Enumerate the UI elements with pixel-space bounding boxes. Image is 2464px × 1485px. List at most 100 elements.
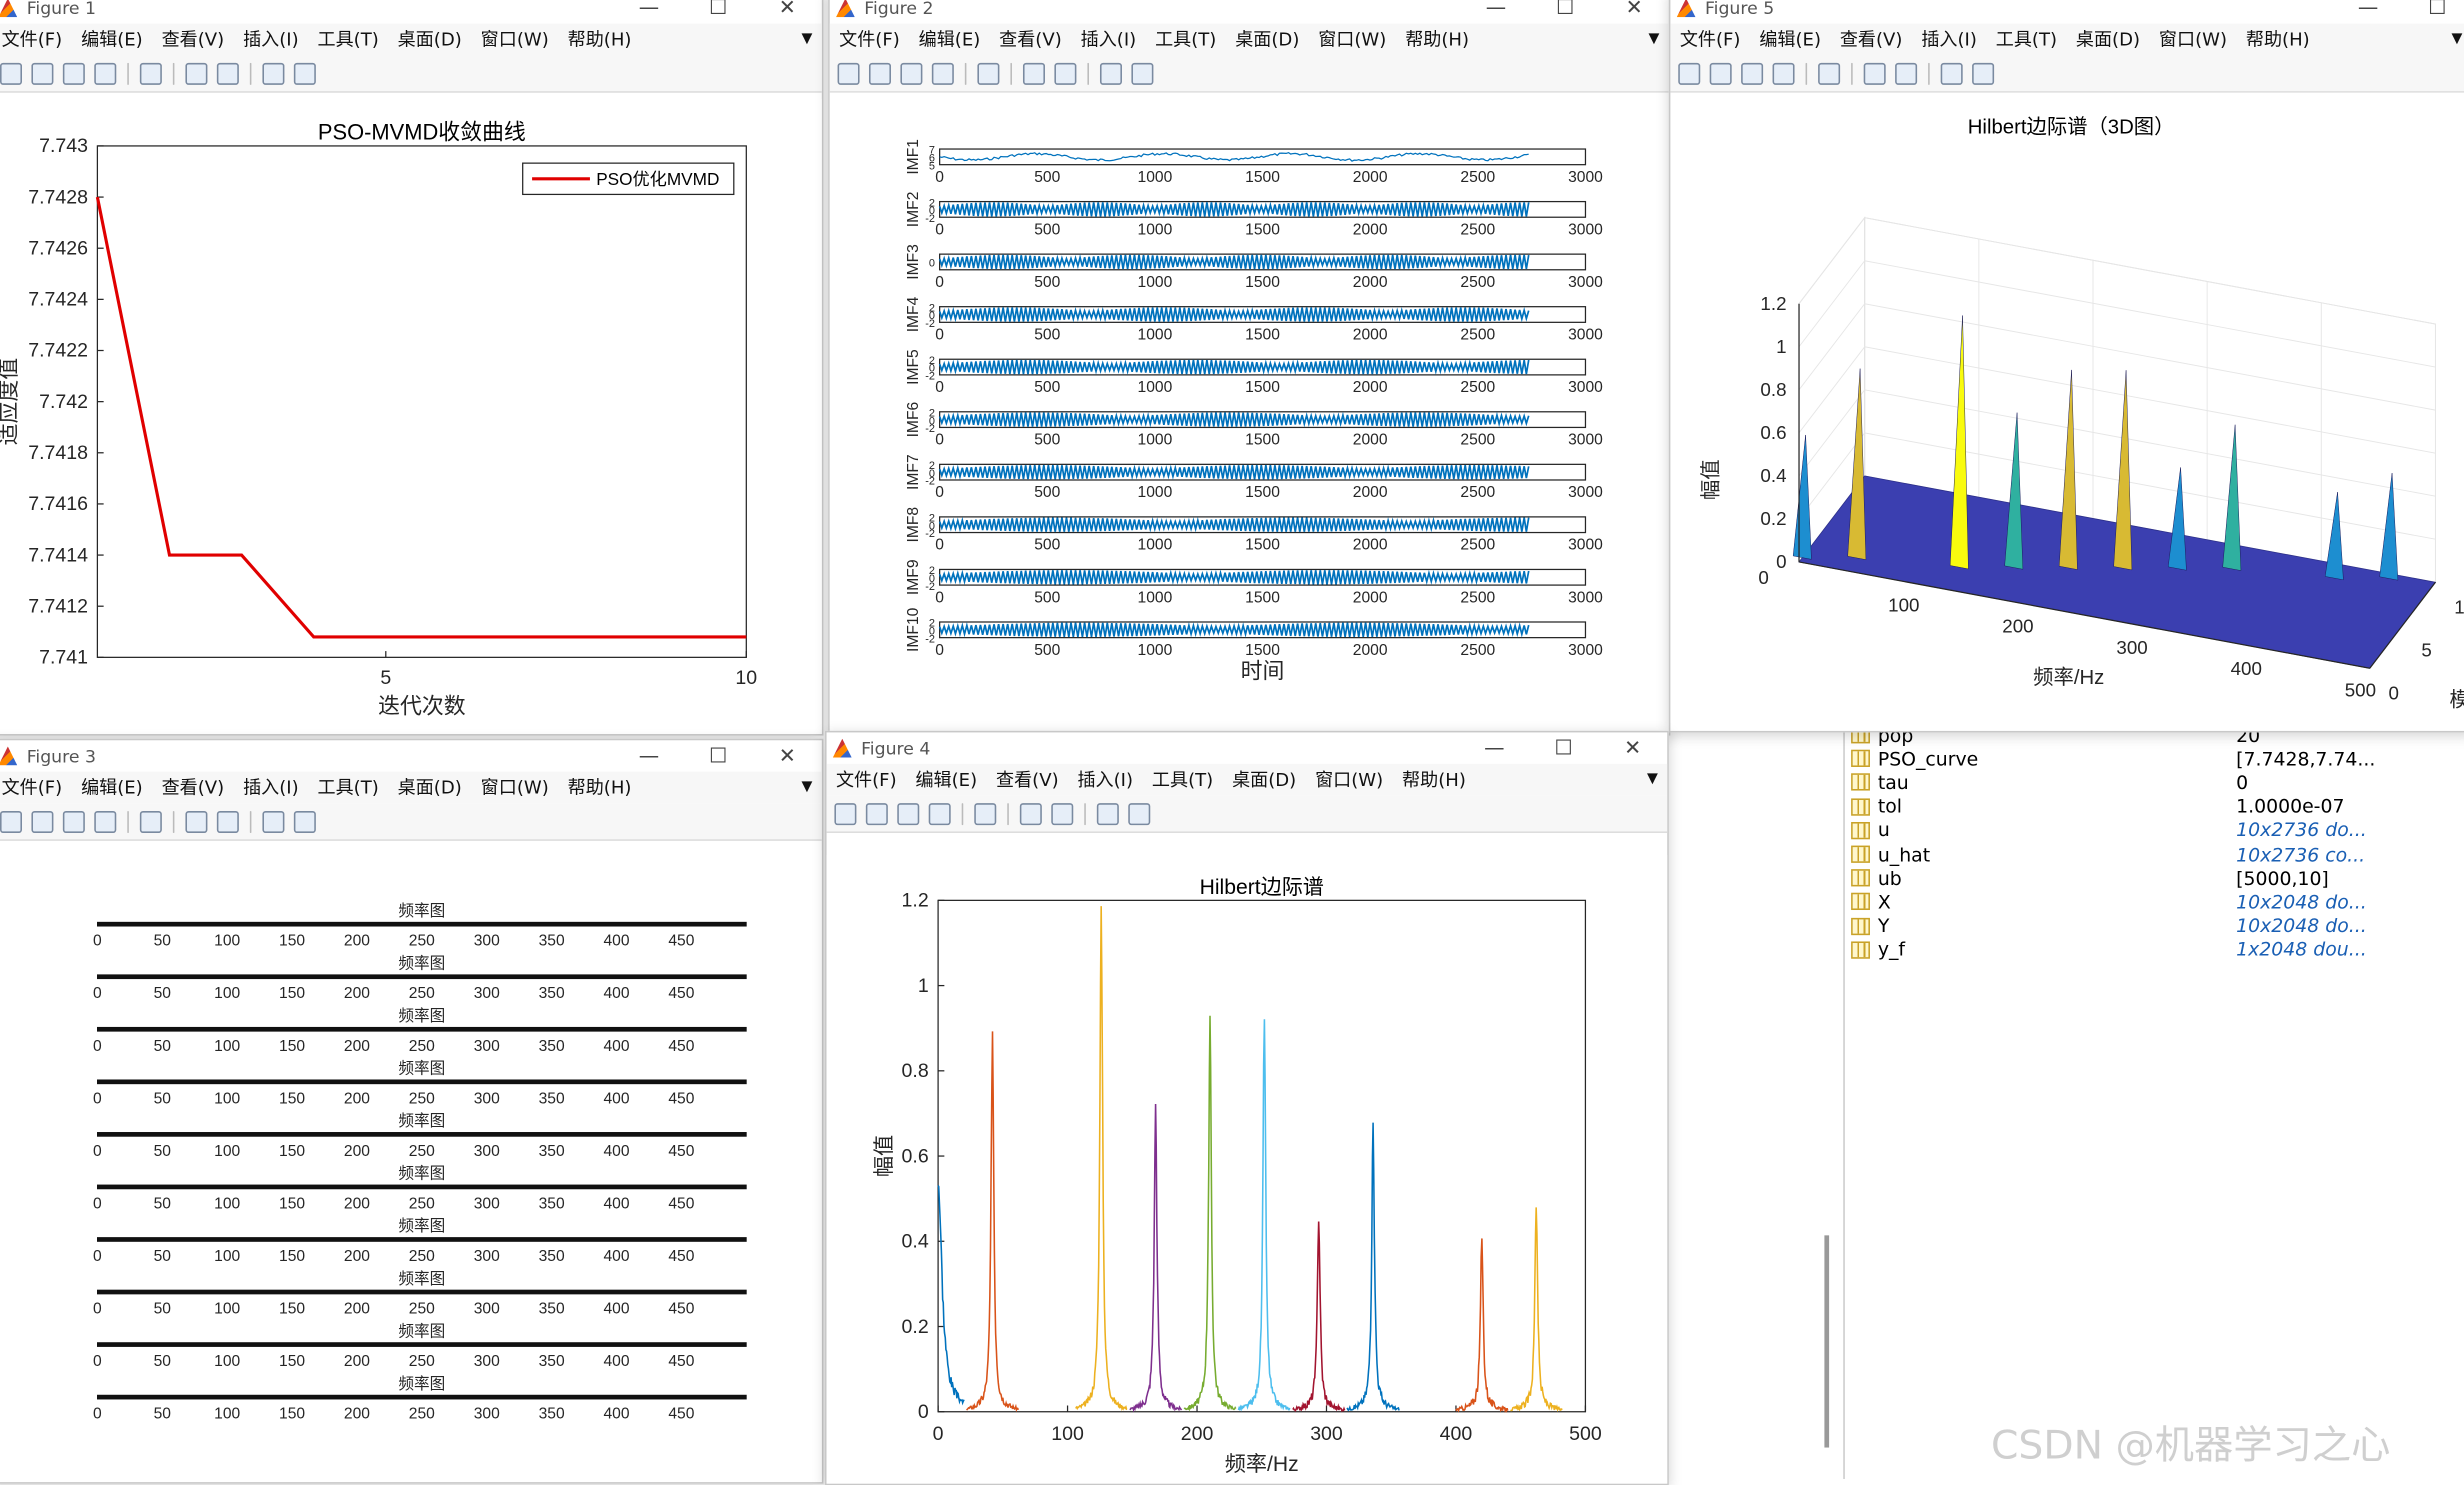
legend-icon[interactable]	[1895, 62, 1918, 85]
link-icon[interactable]	[977, 62, 1000, 85]
open-file-icon[interactable]	[865, 802, 888, 825]
menu-item-2[interactable]: 查看(V)	[999, 28, 1062, 51]
pointer-icon[interactable]	[262, 62, 285, 85]
menu-item-1[interactable]: 编辑(E)	[915, 768, 978, 791]
menu-item-7[interactable]: 帮助(H)	[2245, 28, 2310, 51]
property-editor-icon[interactable]	[293, 810, 316, 833]
print-icon[interactable]	[1772, 62, 1795, 85]
workspace-row[interactable]: pop 20	[1848, 732, 2464, 746]
menu-item-3[interactable]: 插入(I)	[1077, 768, 1134, 791]
legend-icon[interactable]	[1051, 802, 1074, 825]
save-icon[interactable]	[900, 62, 923, 85]
menu-item-7[interactable]: 帮助(H)	[1402, 768, 1466, 791]
close-button[interactable]: ✕	[1624, 736, 1642, 760]
scrollbar[interactable]	[1824, 1235, 1830, 1448]
menu-item-4[interactable]: 工具(T)	[1995, 28, 2058, 51]
pointer-icon[interactable]	[1099, 62, 1122, 85]
menu-item-3[interactable]: 插入(I)	[243, 28, 299, 51]
workspace-row[interactable]: X 10x2048 do...	[1848, 890, 2464, 914]
menu-item-1[interactable]: 编辑(E)	[1759, 28, 1822, 51]
minimize-button[interactable]: —	[638, 0, 660, 20]
print-icon[interactable]	[931, 62, 954, 85]
close-button[interactable]: ✕	[778, 744, 796, 768]
menu-item-3[interactable]: 插入(I)	[243, 776, 299, 799]
menu-item-7[interactable]: 帮助(H)	[1405, 28, 1470, 51]
menu-item-3[interactable]: 插入(I)	[1921, 28, 1977, 51]
new-figure-icon[interactable]	[0, 62, 22, 85]
legend-icon[interactable]	[1054, 62, 1077, 85]
open-file-icon[interactable]	[1709, 62, 1732, 85]
menu-item-7[interactable]: 帮助(H)	[567, 28, 632, 51]
menu-item-5[interactable]: 桌面(D)	[1232, 768, 1297, 791]
workspace-row[interactable]: tol 1.0000e-07	[1848, 795, 2464, 819]
minimize-button[interactable]: —	[1485, 0, 1507, 20]
link-icon[interactable]	[974, 802, 997, 825]
menu-item-5[interactable]: 桌面(D)	[1235, 28, 1300, 51]
close-button[interactable]: ✕	[1625, 0, 1643, 20]
pin-icon[interactable]: ▼	[801, 31, 813, 48]
pin-icon[interactable]: ▼	[2451, 31, 2463, 48]
link-icon[interactable]	[139, 62, 162, 85]
pointer-icon[interactable]	[1940, 62, 1963, 85]
maximize-button[interactable]: ☐	[1555, 0, 1575, 20]
minimize-button[interactable]: —	[1484, 736, 1505, 760]
pointer-icon[interactable]	[262, 810, 285, 833]
menu-item-7[interactable]: 帮助(H)	[567, 776, 632, 799]
workspace-row[interactable]: tau 0	[1848, 771, 2464, 795]
link-icon[interactable]	[1818, 62, 1841, 85]
colorbar-icon[interactable]	[1019, 802, 1042, 825]
workspace-row[interactable]: ub [5000,10]	[1848, 866, 2464, 890]
menu-item-6[interactable]: 窗口(W)	[480, 776, 549, 799]
maximize-button[interactable]: ☐	[2428, 0, 2447, 20]
menu-item-6[interactable]: 窗口(W)	[1315, 768, 1384, 791]
maximize-button[interactable]: ☐	[708, 0, 728, 20]
print-icon[interactable]	[928, 802, 951, 825]
property-editor-icon[interactable]	[1131, 62, 1154, 85]
open-file-icon[interactable]	[868, 62, 891, 85]
new-figure-icon[interactable]	[0, 810, 22, 833]
legend-icon[interactable]	[216, 62, 239, 85]
minimize-button[interactable]: —	[638, 744, 660, 768]
maximize-button[interactable]: ☐	[1554, 736, 1573, 760]
menu-item-0[interactable]: 文件(F)	[1, 28, 63, 51]
property-editor-icon[interactable]	[1128, 802, 1151, 825]
menu-item-5[interactable]: 桌面(D)	[397, 28, 462, 51]
open-file-icon[interactable]	[31, 810, 54, 833]
menu-item-2[interactable]: 查看(V)	[996, 768, 1059, 791]
menu-item-0[interactable]: 文件(F)	[839, 28, 900, 51]
save-icon[interactable]	[62, 810, 85, 833]
print-icon[interactable]	[94, 62, 117, 85]
minimize-button[interactable]: —	[2357, 0, 2379, 20]
save-icon[interactable]	[897, 802, 920, 825]
menu-item-1[interactable]: 编辑(E)	[81, 776, 143, 799]
menu-item-0[interactable]: 文件(F)	[835, 768, 897, 791]
pointer-icon[interactable]	[1096, 802, 1119, 825]
colorbar-icon[interactable]	[1022, 62, 1045, 85]
colorbar-icon[interactable]	[185, 62, 208, 85]
menu-item-2[interactable]: 查看(V)	[1839, 28, 1903, 51]
pin-icon[interactable]: ▼	[1646, 771, 1658, 788]
new-figure-icon[interactable]	[837, 62, 860, 85]
menu-item-4[interactable]: 工具(T)	[317, 776, 379, 799]
menu-item-0[interactable]: 文件(F)	[1, 776, 63, 799]
menu-item-6[interactable]: 窗口(W)	[1318, 28, 1387, 51]
menu-item-1[interactable]: 编辑(E)	[918, 28, 981, 51]
menu-item-6[interactable]: 窗口(W)	[480, 28, 549, 51]
maximize-button[interactable]: ☐	[708, 744, 728, 768]
property-editor-icon[interactable]	[1972, 62, 1995, 85]
legend-icon[interactable]	[216, 810, 239, 833]
pin-icon[interactable]: ▼	[801, 779, 813, 796]
menu-item-4[interactable]: 工具(T)	[317, 28, 379, 51]
workspace-row[interactable]: u 10x2736 do...	[1848, 819, 2464, 843]
menu-item-2[interactable]: 查看(V)	[161, 28, 225, 51]
workspace-row[interactable]: PSO_curve [7.7428,7.74...	[1848, 747, 2464, 771]
menu-item-3[interactable]: 插入(I)	[1080, 28, 1137, 51]
link-icon[interactable]	[139, 810, 162, 833]
workspace-row[interactable]: u_hat 10x2736 co...	[1848, 842, 2464, 866]
menu-item-4[interactable]: 工具(T)	[1155, 28, 1217, 51]
colorbar-icon[interactable]	[185, 810, 208, 833]
print-icon[interactable]	[94, 810, 117, 833]
colorbar-icon[interactable]	[1863, 62, 1886, 85]
menu-item-2[interactable]: 查看(V)	[161, 776, 225, 799]
workspace-row[interactable]: y_f 1x2048 dou...	[1848, 938, 2464, 962]
